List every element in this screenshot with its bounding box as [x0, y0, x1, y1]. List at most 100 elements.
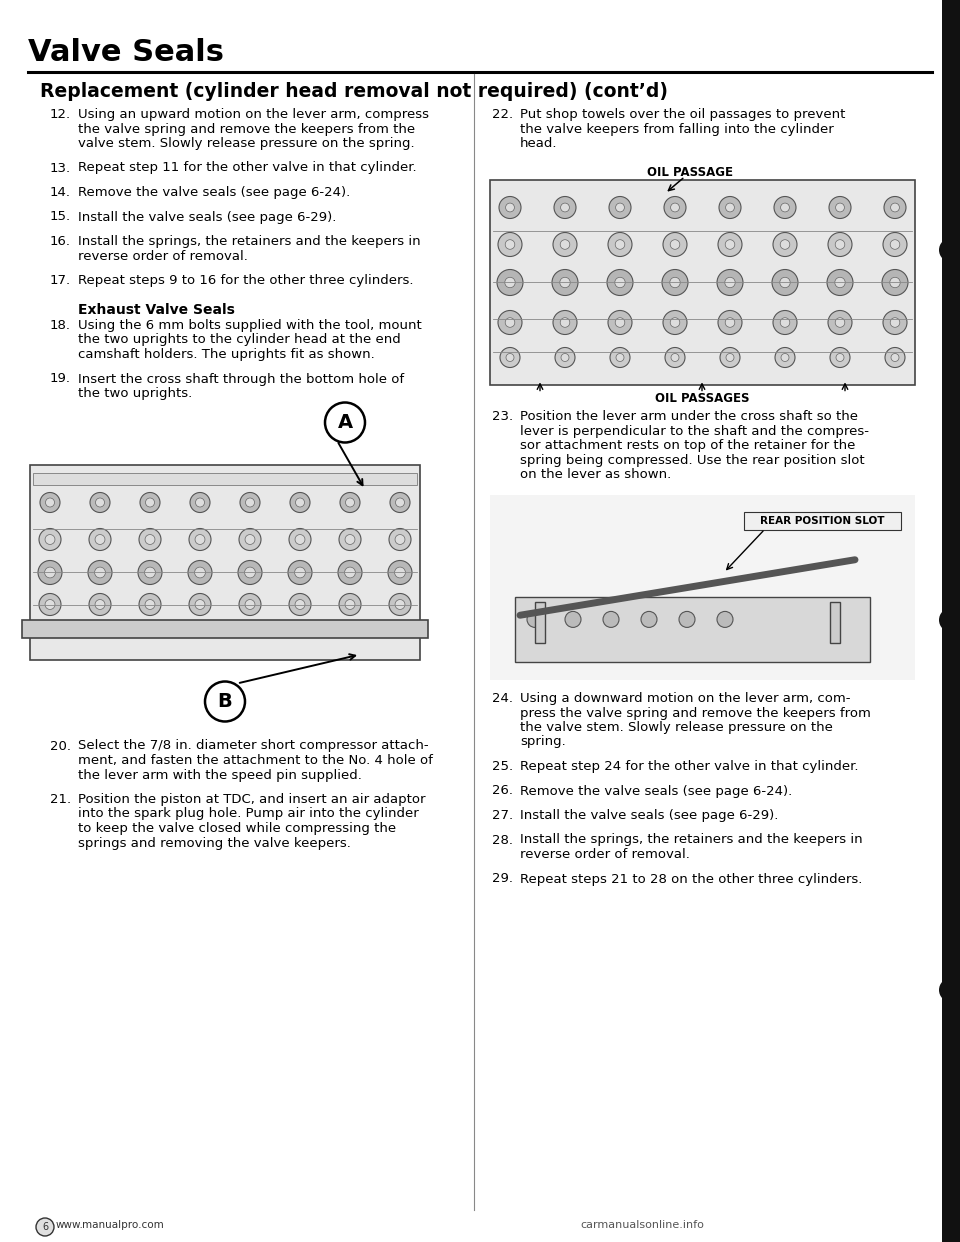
Circle shape — [295, 568, 305, 578]
Circle shape — [609, 196, 631, 219]
Circle shape — [884, 196, 906, 219]
Bar — [535, 602, 545, 643]
Circle shape — [139, 594, 161, 616]
Circle shape — [245, 534, 255, 544]
Text: www.: www. — [56, 1220, 84, 1230]
Circle shape — [726, 204, 734, 212]
Circle shape — [939, 609, 960, 632]
Text: to keep the valve closed while compressing the: to keep the valve closed while compressi… — [78, 822, 396, 835]
Circle shape — [289, 529, 311, 550]
Circle shape — [883, 232, 907, 257]
Text: Repeat steps 9 to 16 for the other three cylinders.: Repeat steps 9 to 16 for the other three… — [78, 274, 414, 287]
Text: the two uprights.: the two uprights. — [78, 388, 192, 400]
Text: 21.: 21. — [50, 792, 71, 806]
Circle shape — [717, 611, 733, 627]
Text: 25.: 25. — [492, 760, 514, 773]
Circle shape — [346, 498, 354, 507]
Circle shape — [396, 534, 405, 544]
Circle shape — [505, 240, 515, 250]
Circle shape — [891, 354, 899, 361]
Circle shape — [145, 600, 155, 610]
Text: 16.: 16. — [50, 235, 71, 248]
Text: 26.: 26. — [492, 785, 513, 797]
Text: Exhaust Valve Seals: Exhaust Valve Seals — [78, 303, 235, 317]
Circle shape — [827, 270, 853, 296]
Circle shape — [89, 529, 111, 550]
Text: B: B — [218, 692, 232, 710]
Circle shape — [671, 204, 680, 212]
Circle shape — [829, 196, 851, 219]
Circle shape — [40, 493, 60, 513]
Circle shape — [145, 568, 156, 578]
Text: press the valve spring and remove the keepers from: press the valve spring and remove the ke… — [520, 707, 871, 719]
Text: into the spark plug hole. Pump air into the cylinder: into the spark plug hole. Pump air into … — [78, 807, 419, 821]
Text: 6: 6 — [42, 1222, 48, 1232]
Circle shape — [189, 529, 211, 550]
Circle shape — [725, 277, 735, 288]
Circle shape — [295, 534, 305, 544]
Circle shape — [554, 196, 576, 219]
Circle shape — [339, 594, 361, 616]
Text: 18.: 18. — [50, 319, 71, 332]
Circle shape — [505, 277, 516, 288]
Text: 27.: 27. — [492, 809, 514, 822]
Text: Repeat steps 21 to 28 on the other three cylinders.: Repeat steps 21 to 28 on the other three… — [520, 872, 862, 886]
Text: valve stem. Slowly release pressure on the spring.: valve stem. Slowly release pressure on t… — [78, 137, 415, 150]
Circle shape — [189, 594, 211, 616]
Text: the valve spring and remove the keepers from the: the valve spring and remove the keepers … — [78, 123, 415, 135]
Circle shape — [939, 977, 960, 1002]
Circle shape — [95, 498, 105, 507]
Circle shape — [195, 534, 204, 544]
Text: 17.: 17. — [50, 274, 71, 287]
Circle shape — [565, 611, 581, 627]
Circle shape — [718, 310, 742, 334]
FancyBboxPatch shape — [744, 512, 901, 530]
Circle shape — [836, 354, 844, 361]
Text: 15.: 15. — [50, 210, 71, 224]
Text: Install the springs, the retainers and the keepers in: Install the springs, the retainers and t… — [520, 833, 863, 847]
Circle shape — [616, 354, 624, 361]
Circle shape — [665, 348, 685, 368]
Circle shape — [772, 270, 798, 296]
Circle shape — [890, 277, 900, 288]
Circle shape — [781, 354, 789, 361]
Circle shape — [773, 232, 797, 257]
Text: Position the piston at TDC, and insert an air adaptor: Position the piston at TDC, and insert a… — [78, 792, 425, 806]
Text: sor attachment rests on top of the retainer for the: sor attachment rests on top of the retai… — [520, 440, 855, 452]
Text: spring being compressed. Use the rear position slot: spring being compressed. Use the rear po… — [520, 455, 865, 467]
Circle shape — [608, 232, 632, 257]
Circle shape — [95, 568, 106, 578]
Bar — [30, 465, 420, 660]
Text: 14.: 14. — [50, 186, 71, 199]
Circle shape — [552, 270, 578, 296]
Text: Insert the cross shaft through the bottom hole of: Insert the cross shaft through the botto… — [78, 373, 404, 385]
Text: 29.: 29. — [492, 872, 513, 886]
Circle shape — [196, 498, 204, 507]
Circle shape — [561, 354, 569, 361]
Circle shape — [830, 348, 850, 368]
Circle shape — [45, 534, 55, 544]
Text: Using the 6 mm bolts supplied with the tool, mount: Using the 6 mm bolts supplied with the t… — [78, 319, 421, 332]
Circle shape — [345, 600, 355, 610]
Circle shape — [641, 611, 657, 627]
Circle shape — [146, 498, 155, 507]
Circle shape — [140, 493, 160, 513]
Circle shape — [664, 196, 686, 219]
Circle shape — [679, 611, 695, 627]
Circle shape — [239, 529, 261, 550]
Circle shape — [138, 560, 162, 585]
Circle shape — [188, 560, 212, 585]
Circle shape — [608, 310, 632, 334]
Circle shape — [195, 568, 205, 578]
Circle shape — [497, 270, 523, 296]
Text: Repeat step 24 for the other valve in that cylinder.: Repeat step 24 for the other valve in th… — [520, 760, 858, 773]
Circle shape — [345, 568, 355, 578]
Text: Replacement (cylinder head removal not required) (cont’d): Replacement (cylinder head removal not r… — [40, 82, 668, 101]
Circle shape — [890, 318, 900, 328]
Circle shape — [205, 682, 245, 722]
Circle shape — [828, 232, 852, 257]
Circle shape — [289, 594, 311, 616]
Text: the valve stem. Slowly release pressure on the: the valve stem. Slowly release pressure … — [520, 722, 833, 734]
Text: 19.: 19. — [50, 373, 71, 385]
Circle shape — [885, 348, 905, 368]
